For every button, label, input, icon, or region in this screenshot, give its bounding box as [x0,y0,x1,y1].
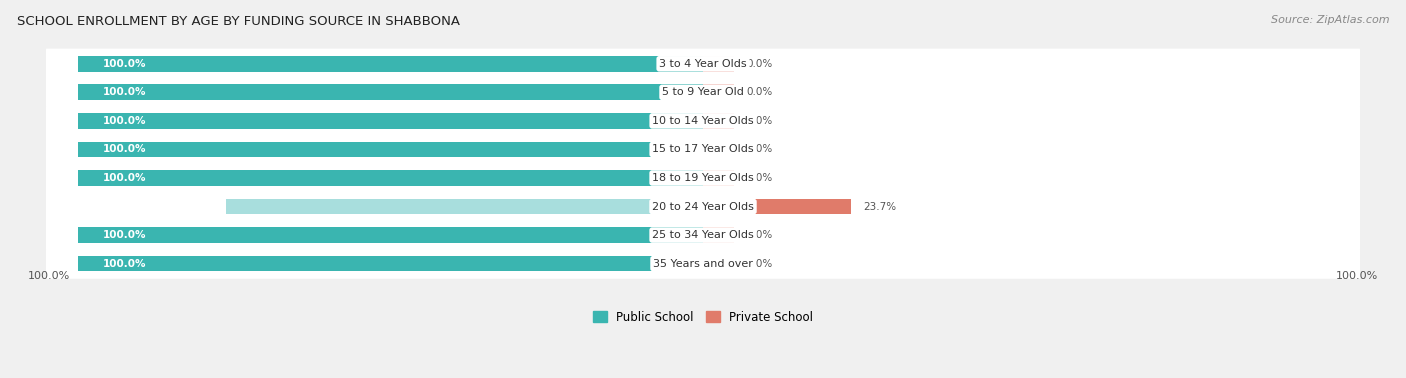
Text: 25 to 34 Year Olds: 25 to 34 Year Olds [652,230,754,240]
Text: 100.0%: 100.0% [103,87,146,98]
FancyBboxPatch shape [46,49,1360,79]
Text: 100.0%: 100.0% [103,144,146,155]
Text: SCHOOL ENROLLMENT BY AGE BY FUNDING SOURCE IN SHABBONA: SCHOOL ENROLLMENT BY AGE BY FUNDING SOUR… [17,15,460,28]
Text: 3 to 4 Year Olds: 3 to 4 Year Olds [659,59,747,69]
Text: 0.0%: 0.0% [747,259,773,269]
Text: 23.7%: 23.7% [863,201,897,212]
Text: 0.0%: 0.0% [747,59,773,69]
Bar [703,199,851,214]
Text: 35 Years and over: 35 Years and over [652,259,754,269]
Bar [703,56,734,72]
FancyBboxPatch shape [46,248,1360,279]
Bar [226,199,703,214]
Bar [77,256,703,271]
Text: 18 to 19 Year Olds: 18 to 19 Year Olds [652,173,754,183]
Text: 20 to 24 Year Olds: 20 to 24 Year Olds [652,201,754,212]
Bar [77,85,703,100]
Bar [77,170,703,186]
FancyBboxPatch shape [46,134,1360,164]
Bar [703,227,734,243]
Text: 0.0%: 0.0% [747,116,773,126]
Text: Source: ZipAtlas.com: Source: ZipAtlas.com [1271,15,1389,25]
FancyBboxPatch shape [46,191,1360,222]
Text: 100.0%: 100.0% [103,173,146,183]
FancyBboxPatch shape [46,77,1360,107]
Text: 0.0%: 0.0% [747,87,773,98]
Text: 100.0%: 100.0% [103,116,146,126]
Text: 100.0%: 100.0% [103,259,146,269]
FancyBboxPatch shape [46,106,1360,136]
Text: 15 to 17 Year Olds: 15 to 17 Year Olds [652,144,754,155]
Bar [77,227,703,243]
Text: 100.0%: 100.0% [28,271,70,281]
Text: 100.0%: 100.0% [103,230,146,240]
Bar [703,256,734,271]
Text: 0.0%: 0.0% [747,144,773,155]
Bar [703,113,734,129]
Bar [703,85,734,100]
Text: 0.0%: 0.0% [747,230,773,240]
Text: 10 to 14 Year Olds: 10 to 14 Year Olds [652,116,754,126]
Text: 100.0%: 100.0% [1336,271,1378,281]
Text: 5 to 9 Year Old: 5 to 9 Year Old [662,87,744,98]
FancyBboxPatch shape [46,163,1360,193]
Legend: Public School, Private School: Public School, Private School [588,306,818,328]
Text: 100.0%: 100.0% [103,59,146,69]
Bar [703,170,734,186]
Text: 0.0%: 0.0% [747,173,773,183]
Bar [77,56,703,72]
Bar [77,113,703,129]
FancyBboxPatch shape [46,220,1360,250]
Bar [703,142,734,157]
Text: 76.3%: 76.3% [103,201,139,212]
Bar [77,142,703,157]
